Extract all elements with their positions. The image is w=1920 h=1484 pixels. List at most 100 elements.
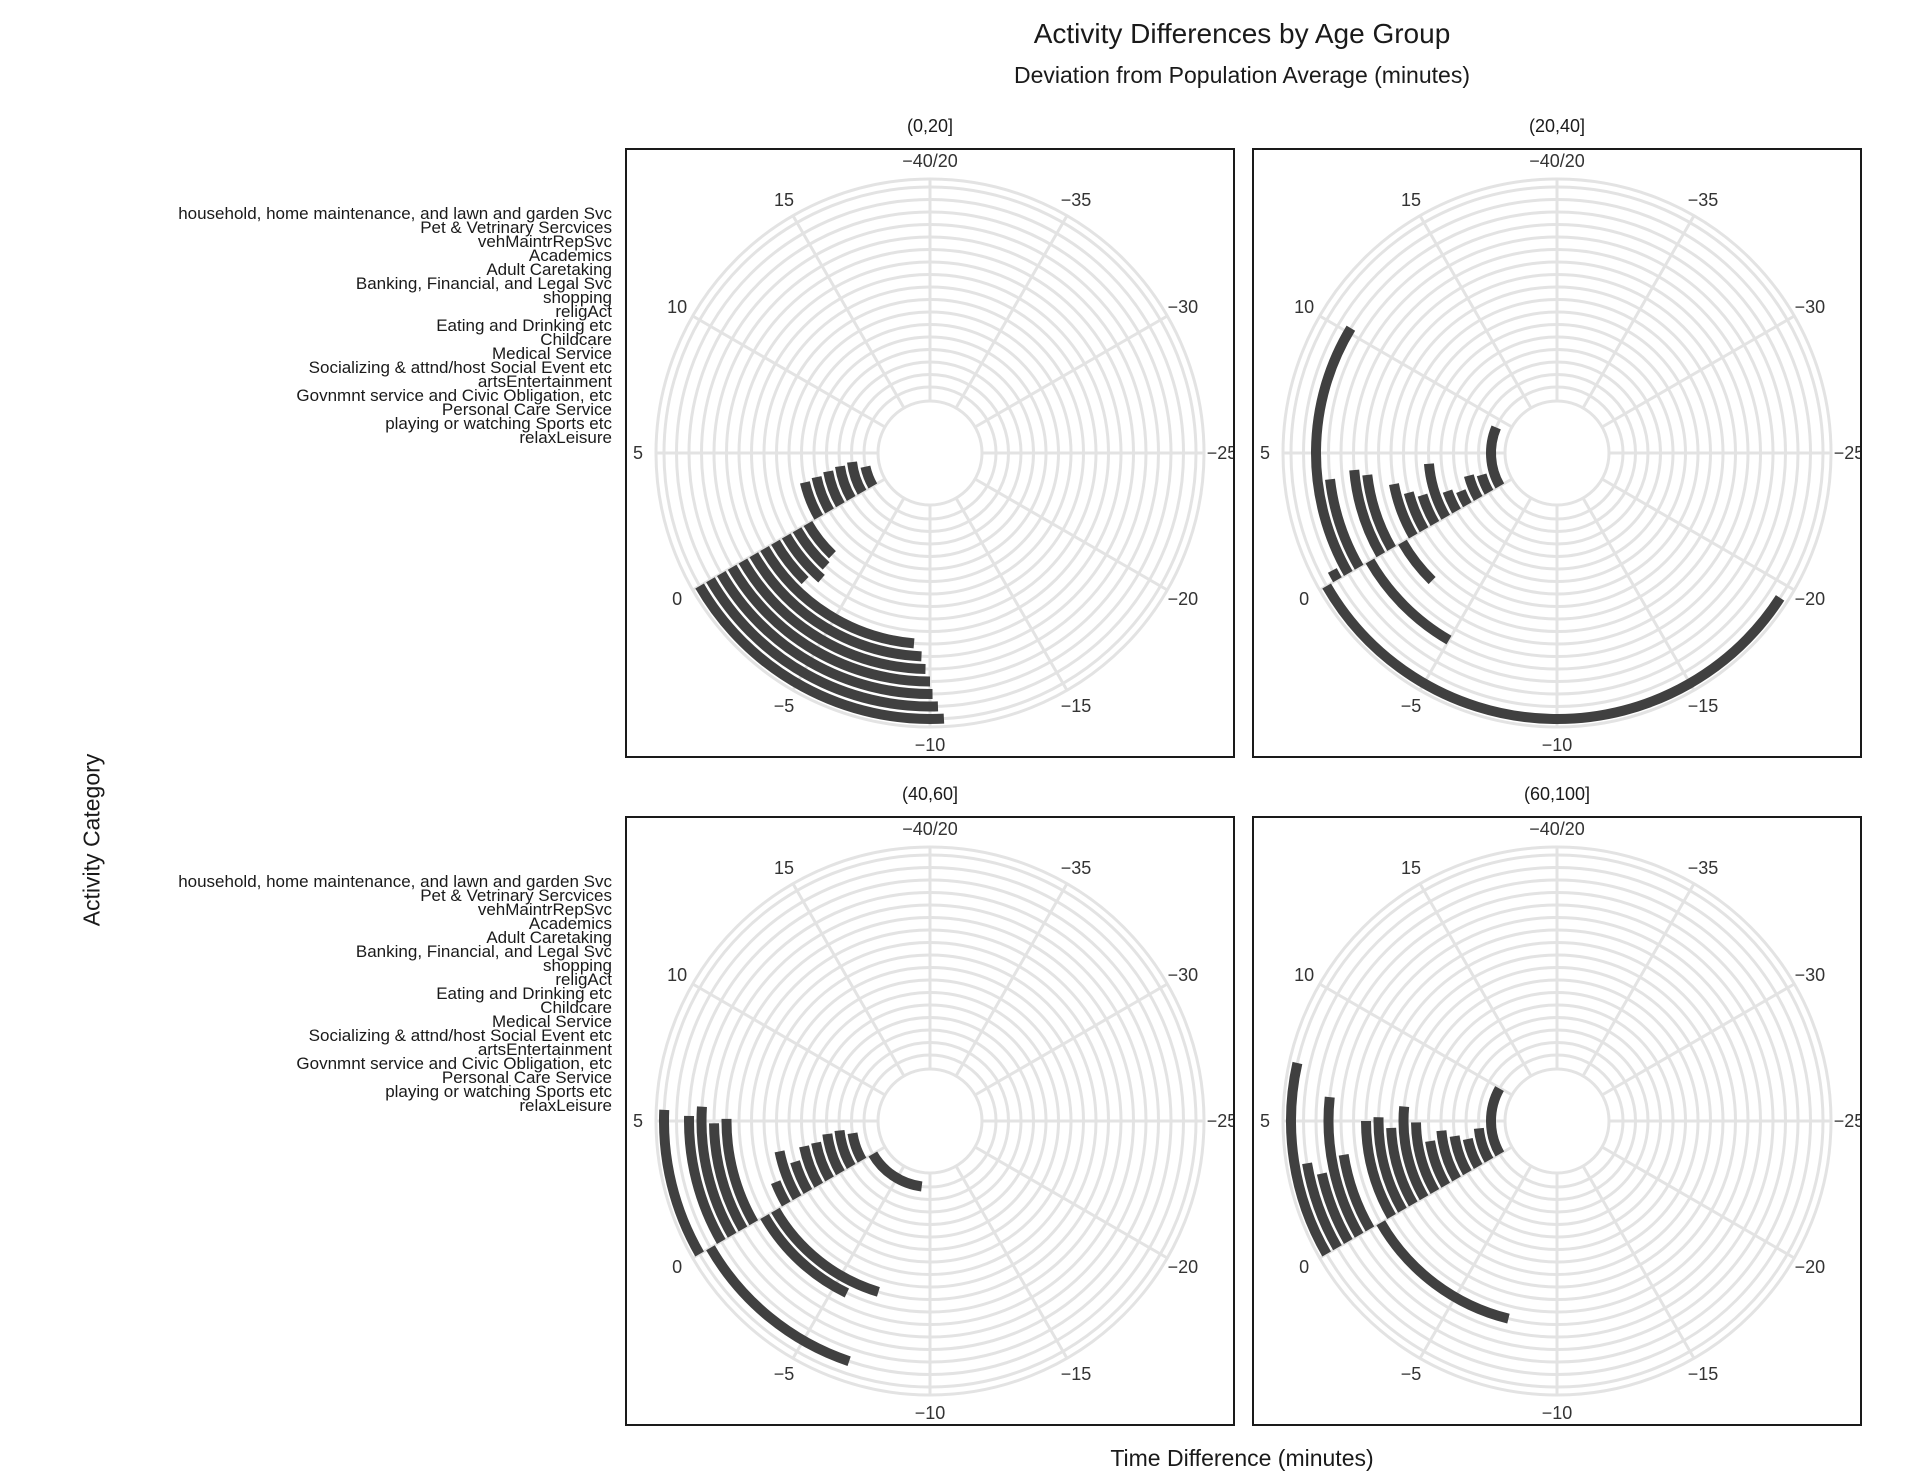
bar-6: [1349, 469, 1386, 558]
theta-tick-label: −40/20: [1529, 819, 1585, 839]
theta-tick-label: 0: [1299, 589, 1309, 609]
category-label: Banking, Financial, and Legal Svc: [355, 274, 612, 293]
theta-tick-label: −5: [774, 1364, 795, 1384]
grid-spoke: [974, 477, 1169, 592]
category-label: Banking, Financial, and Legal Svc: [355, 942, 612, 961]
bar-4: [727, 564, 931, 687]
theta-tick-label: −15: [1061, 696, 1092, 716]
category-label: vehMaintrRepSvc: [477, 900, 612, 919]
bar-15: [1462, 1137, 1483, 1169]
grid-spoke: [1601, 1145, 1796, 1260]
theta-tick-label: −35: [1061, 858, 1092, 878]
bar-7: [1361, 1120, 1396, 1219]
bar-4: [696, 1106, 737, 1238]
bar-2: [706, 1245, 851, 1366]
category-label: Eating and Drinking etc: [436, 984, 612, 1003]
category-label: artsEntertainment: [477, 1040, 612, 1059]
grid-spoke: [1601, 314, 1796, 429]
category-label: Govnmnt service and Civic Obligation, et…: [296, 386, 612, 405]
category-label: Childcare: [540, 998, 612, 1017]
theta-tick-label: −5: [1401, 696, 1422, 716]
bar-8: [771, 1207, 880, 1297]
bar-16: [1476, 473, 1494, 495]
category-label: playing or watching Sports etc: [385, 1082, 612, 1101]
category-label: Personal Care Service: [441, 400, 612, 419]
bar-13: [811, 1141, 834, 1182]
category-label: artsEntertainment: [477, 372, 612, 391]
category-label: shopping: [542, 288, 612, 307]
bar-9: [771, 1180, 791, 1207]
category-label: relaxLeisure: [519, 1096, 612, 1115]
grid-spoke: [1418, 214, 1533, 409]
category-label: Personal Care Service: [441, 1068, 612, 1087]
panel-strip-label-1: (20,40]: [1528, 116, 1586, 136]
bar-15: [835, 465, 856, 501]
theta-tick-label: 5: [1260, 1111, 1270, 1131]
bar-6: [721, 1118, 759, 1226]
category-label: Childcare: [540, 330, 612, 349]
theta-tick-label: −10: [915, 1403, 946, 1423]
grid-ring-inner: [1503, 1067, 1611, 1175]
theta-tick-label: −10: [1542, 1403, 1573, 1423]
theta-tick-label: −35: [1061, 190, 1092, 210]
bar-2: [1302, 1162, 1342, 1251]
bar-5: [709, 1123, 748, 1232]
theta-tick-label: 15: [774, 858, 794, 878]
theta-tick-label: 10: [1294, 297, 1314, 317]
bar-17: [1486, 1086, 1505, 1157]
grid-spoke: [791, 214, 906, 409]
theta-tick-label: −35: [1688, 858, 1719, 878]
category-label: Pet & Vetrinary Sercvices: [420, 886, 612, 905]
grid-ring: [862, 385, 998, 521]
bar-8: [771, 539, 809, 585]
bar-11: [790, 1160, 813, 1194]
theta-tick-label: 15: [774, 190, 794, 210]
category-label: religAct: [555, 970, 612, 989]
theta-tick-label: 5: [633, 1111, 643, 1131]
bar-1: [1286, 1061, 1331, 1257]
grid-spoke: [691, 477, 886, 592]
category-label: Academics: [528, 246, 612, 265]
bar-1: [1322, 583, 1785, 724]
bar-1: [659, 1109, 704, 1257]
bar-10: [1403, 491, 1429, 533]
polar-panel-0: −40/20 −35 −30 −25 −20 −15 −10 −5 0 5 10 15: [625, 148, 1235, 758]
category-label: household, home maintenance, and lawn an…: [178, 204, 612, 223]
grid-ring-inner: [876, 1067, 984, 1175]
category-label: Academics: [528, 914, 612, 933]
bar-11: [1411, 1122, 1440, 1194]
polar-panel-3: −40/20 −35 −30 −25 −20 −15 −10 −5 0 5 10 15: [1252, 816, 1862, 1426]
grid-spoke: [954, 497, 1069, 692]
theta-tick-label: −30: [1168, 965, 1199, 985]
grid-spoke: [691, 982, 886, 1097]
theta-tick-label: 10: [667, 297, 687, 317]
polar-plot-1: −40/20 −35 −30 −25 −20 −15 −10 −5 0 5 10 15: [1260, 151, 1860, 755]
bar-14: [1456, 489, 1472, 508]
grid-spoke: [974, 314, 1169, 429]
theta-tick-label: −25: [1834, 443, 1860, 463]
polar-plot-3: −40/20 −35 −30 −25 −20 −15 −10 −5 0 5 10 15: [1260, 819, 1860, 1423]
bar-13: [1442, 489, 1461, 514]
polar-panel-1: −40/20 −35 −30 −25 −20 −15 −10 −5 0 5 10 15: [1252, 148, 1862, 758]
bar-10: [1398, 1106, 1429, 1201]
category-label: Medical Service: [492, 1012, 612, 1031]
bar-16: [847, 461, 867, 495]
bar-12: [1425, 1140, 1451, 1188]
bar-17: [860, 465, 878, 489]
category-label: Eating and Drinking etc: [436, 316, 612, 335]
category-label: Socializing & attnd/host Social Event et…: [308, 358, 612, 377]
grid-spoke: [974, 1145, 1169, 1260]
grid-spoke: [1418, 497, 1533, 692]
bar-12: [800, 481, 824, 520]
grid-ring: [1489, 385, 1625, 521]
bar-8: [1398, 539, 1436, 585]
category-label: relaxLeisure: [519, 428, 612, 447]
bar-15: [834, 1129, 856, 1169]
polar-panel-2: −40/20 −35 −30 −25 −20 −15 −10 −5 0 5 10 15: [625, 816, 1235, 1426]
category-label: Medical Service: [492, 344, 612, 363]
chart-subtitle: Deviation from Population Average (minut…: [1014, 62, 1470, 88]
category-label: vehMaintrRepSvc: [477, 232, 612, 251]
theta-tick-label: 10: [667, 965, 687, 985]
bar-17: [1486, 425, 1505, 489]
theta-tick-label: −15: [1061, 1364, 1092, 1384]
